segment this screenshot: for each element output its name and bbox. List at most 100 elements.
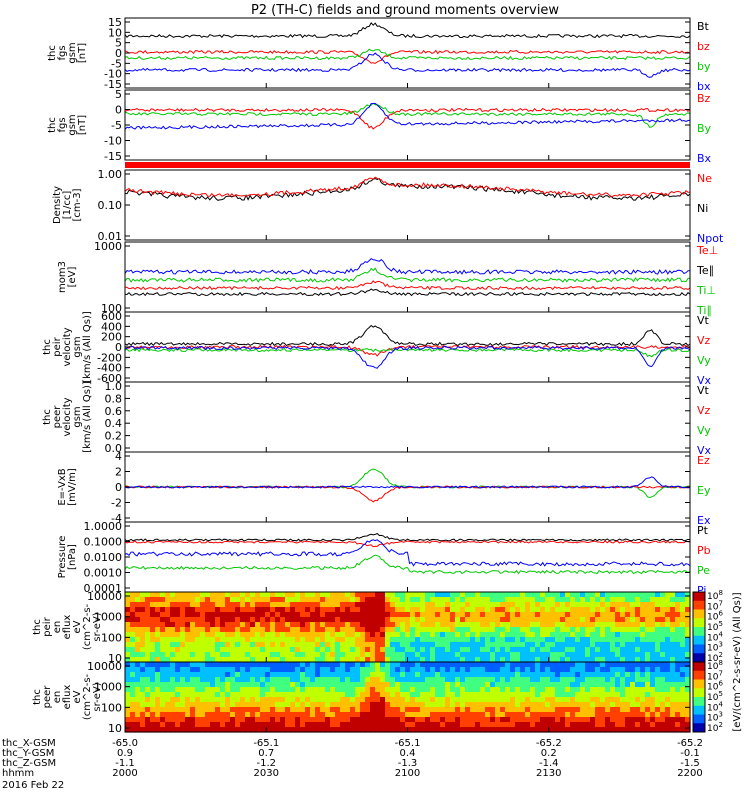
legend-entry: Pt — [697, 524, 709, 537]
x-row-label: hhmm — [2, 768, 34, 779]
y-axis-label: peir — [42, 616, 53, 636]
pressure-series-2 — [124, 539, 691, 567]
y-axis-label: (cm^2-s- — [82, 603, 93, 650]
y-tick-label: 400 — [101, 320, 122, 333]
legend-entry: Bz — [697, 92, 711, 105]
y-tick-label: 0.01 — [98, 230, 123, 243]
y-tick-label: -5 — [111, 57, 122, 70]
x-row-value: 0.4 — [400, 748, 416, 759]
legend-entry: Bx — [697, 152, 712, 165]
colorbar-segment — [693, 644, 705, 654]
y-tick-label: 5 — [115, 37, 122, 50]
peir-velocity-series-1 — [124, 344, 691, 357]
fgs-gsm-series-1 — [124, 49, 691, 64]
temperature-frame — [124, 241, 691, 313]
x-row-value: -65.0 — [112, 738, 138, 749]
y-axis-label: thc — [42, 339, 53, 355]
panel-efield: 4 2 0 -2 -4 E=-VxB [mV/m] Ez Ey Ex — [57, 450, 711, 527]
x-row-value: -65.1 — [395, 738, 421, 749]
legend-entry: Ex — [697, 514, 711, 527]
y-tick-label: 1000 — [94, 611, 122, 624]
x-row-value: -1.5 — [680, 758, 700, 769]
y-tick-label: -400 — [97, 362, 122, 375]
colorbar-label: [eV/(cm^2-s-sr-eV) (All Qs)] — [732, 592, 743, 731]
y-tick-label: 600 — [101, 310, 122, 323]
x-axis-labels: thc_X-GSM -65.0 -65.1 -65.1 -65.2 -65.2 thc_Y-… — [2, 738, 703, 791]
x-row-value: -1.3 — [398, 758, 418, 769]
legend-entry: Vx — [697, 444, 712, 457]
x-row-value: 2200 — [677, 768, 702, 779]
y-axis-label: [km/s (All Qs)] — [82, 381, 93, 453]
legend-entry: Pi — [697, 584, 706, 597]
legend-entry: Vz — [697, 404, 711, 417]
y-tick-label: 10 — [108, 652, 122, 665]
date-label: 2016 Feb 22 — [2, 780, 64, 791]
x-row-value: -1.4 — [539, 758, 559, 769]
colorbar-frame — [692, 661, 706, 733]
fgs-gsm-frame — [124, 17, 691, 89]
legend-entry: by — [697, 60, 711, 73]
x-row-value: -65.2 — [536, 738, 562, 749]
peir-velocity-series-0 — [124, 324, 691, 347]
y-axis-label: peer — [52, 405, 63, 429]
y-axis-label: [mV/m] — [67, 468, 78, 506]
y-axis-label: eV — [72, 690, 83, 703]
y-axis-label: Density — [52, 186, 63, 224]
y-axis-label: thc — [32, 619, 43, 635]
efield-series-0 — [124, 468, 691, 499]
y-tick-label: -10 — [104, 135, 122, 148]
y-axis-label: peir — [52, 336, 63, 356]
peir-spec-image — [125, 592, 691, 663]
colorbar-segment — [693, 723, 705, 733]
panel-flag-bar — [125, 162, 690, 168]
y-tick-label: 200 — [101, 331, 122, 344]
y-tick-label: 0.0010 — [84, 567, 123, 580]
legend-entry: Vt — [697, 384, 710, 397]
y-tick-label: 0.0001 — [84, 582, 123, 595]
x-row-label: thc_Z-GSM — [2, 758, 56, 769]
y-tick-label: 10 — [108, 26, 122, 39]
x-row-value: 2100 — [395, 768, 420, 779]
y-tick-label: 0 — [115, 341, 122, 354]
panel-peer-spec: 10000 1000 100 10 thc peer en eflux eV (cm^2-s-sr… — [32, 660, 691, 735]
y-axis-label: thc — [47, 117, 58, 133]
y-tick-label: 0.0 — [105, 442, 123, 455]
legend-entry: Ez — [697, 454, 710, 467]
colorbar-segment — [693, 679, 705, 689]
y-tick-label: 1000 — [94, 240, 122, 253]
y-tick-label: 0.10 — [98, 199, 123, 212]
panel-peer-velocity: 1.00.80.60.40.20.0 thc peer velocity gsm [km/… — [42, 380, 712, 457]
y-axis-label: gsm — [72, 336, 83, 357]
y-tick-label: 0.0100 — [84, 551, 123, 564]
y-tick-label: 1.0000 — [84, 520, 123, 533]
colorbar-segment — [693, 618, 705, 628]
x-row-value: 0.7 — [258, 748, 274, 759]
y-tick-label: 15 — [108, 16, 122, 29]
y-tick-label: -5 — [111, 119, 122, 132]
legend-entry: Ti∥ — [696, 304, 712, 317]
y-tick-label: 0.4 — [105, 417, 123, 430]
legend-entry: Bt — [697, 20, 710, 33]
legend-entry: Te⊥ — [696, 244, 718, 257]
x-row-value: 0.2 — [541, 748, 557, 759]
y-axis-label: gsm — [72, 406, 83, 427]
y-tick-label: 100 — [101, 701, 122, 714]
peir-velocity-series-3 — [124, 345, 691, 369]
y-axis-label: fgs — [57, 45, 68, 60]
y-axis-label: mom3 — [57, 261, 68, 293]
legend-entry: bx — [697, 80, 711, 93]
y-tick-label: 4 — [115, 450, 122, 463]
x-row-value: -1.1 — [115, 758, 135, 769]
x-row-value: -0.1 — [680, 748, 700, 759]
legend-entry: Ni — [697, 202, 708, 215]
y-axis-label: E=-VxB — [57, 468, 68, 505]
density-series-1 — [124, 176, 691, 198]
pressure-series-0 — [124, 532, 691, 542]
y-tick-label: 1.00 — [98, 168, 123, 181]
y-axis-label: velocity — [62, 397, 73, 436]
y-tick-label: 100 — [101, 302, 122, 315]
